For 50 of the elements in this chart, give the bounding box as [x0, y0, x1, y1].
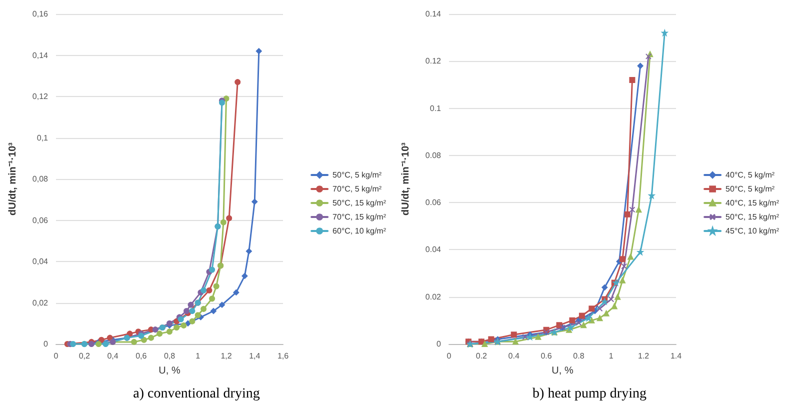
x-tick-label: 0 [446, 352, 452, 360]
legend-label: 50°C, 15 kg/m² [726, 212, 780, 222]
y-tick-label: 0,1 [36, 133, 49, 142]
x-tick-label: 0.8 [573, 352, 585, 360]
x-tick-label: 0.4 [508, 352, 520, 360]
y-tick-label: 0,14 [32, 50, 49, 60]
x-tick-label: 1,6 [277, 352, 290, 360]
y-tick-label: 0 [44, 340, 49, 348]
legend-label: 70°C, 5 kg/m² [332, 184, 382, 194]
y-tick-label: 0,02 [32, 298, 49, 308]
x-tick-label: 0,8 [164, 352, 176, 360]
y-tick-label: 0.06 [425, 198, 442, 208]
x-tick-label: 0.6 [540, 352, 552, 360]
x-tick-label: 1.2 [638, 352, 650, 360]
x-tick-label: 1.4 [670, 352, 682, 360]
text: a) conventional drying [133, 386, 260, 402]
legend-label: 70°C, 15 kg/m² [332, 212, 386, 222]
y-tick-label: 0.14 [425, 10, 442, 18]
y-tick-label: 0,04 [32, 257, 49, 266]
legend-label: 40°C, 15 kg/m² [726, 198, 780, 208]
y-tick-label: 0 [436, 340, 442, 348]
y-tick-label: 0,16 [32, 10, 49, 18]
x-tick-label: 0 [54, 352, 59, 360]
legend-label: 50°C, 5 kg/m² [726, 184, 775, 194]
x-tick-label: 1,2 [220, 352, 232, 360]
legend-label: 45°C, 10 kg/m² [726, 226, 780, 236]
legend-label: 50°C, 5 kg/m² [332, 170, 382, 180]
x-tick-label: 0,2 [78, 352, 90, 360]
x-tick-label: 1 [196, 352, 201, 360]
legend-label: 50°C, 15 kg/m² [332, 198, 386, 208]
y-axis-title: dU/dt, min⁻¹·10³ [400, 142, 412, 216]
y-axis-title: dU/dt, min⁻¹·10³ [8, 142, 18, 216]
x-tick-label: 1,4 [249, 352, 261, 360]
legend-label: 60°C, 10 kg/m² [332, 226, 386, 236]
x-tick-label: 0,4 [107, 352, 119, 360]
x-tick-label: 0,6 [136, 352, 148, 360]
y-tick-label: 0.1 [430, 104, 442, 113]
y-tick-label: 0,12 [32, 92, 49, 101]
x-tick-label: 0.2 [476, 352, 488, 360]
legend-label: 40°C, 5 kg/m² [726, 170, 775, 180]
y-tick-label: 0.04 [425, 245, 442, 254]
x-tick-label: 1 [608, 352, 614, 360]
y-tick-label: 0.12 [425, 56, 442, 66]
y-tick-label: 0,06 [32, 216, 49, 225]
text: b) heat pump drying [532, 386, 646, 402]
x-axis-title: U, % [552, 366, 574, 376]
y-tick-label: 0,08 [32, 174, 49, 184]
y-tick-label: 0.08 [425, 150, 442, 160]
y-tick-label: 0.02 [425, 292, 442, 302]
x-axis-title: U, % [158, 366, 180, 376]
